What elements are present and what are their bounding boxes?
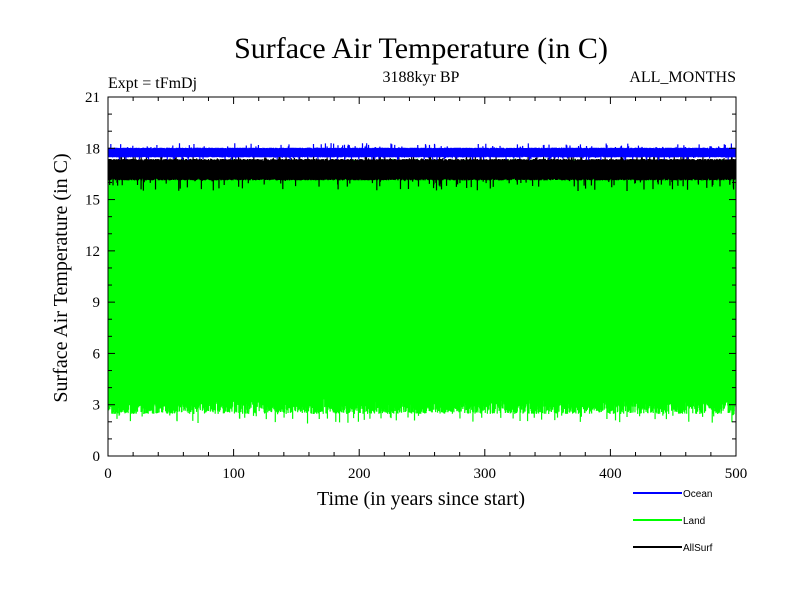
axes: 0 100 200 300 400 500 0 3 6 9 12 15 18 21	[85, 90, 747, 482]
chart-title: Surface Air Temperature (in C)	[234, 32, 608, 65]
months-label: ALL_MONTHS	[629, 69, 736, 86]
y-tick-label-0: 0	[93, 449, 101, 465]
x-tick-label-200: 200	[348, 466, 371, 482]
legend-label-land: Land	[683, 516, 705, 527]
experiment-label: Expt = tFmDj	[108, 75, 197, 92]
y-tick-label-18: 18	[85, 141, 100, 157]
series-line-ocean	[108, 143, 736, 161]
x-tick-label-500: 500	[725, 466, 748, 482]
x-tick-label-100: 100	[222, 466, 245, 482]
x-tick-label-0: 0	[104, 466, 112, 482]
y-axis-label: Surface Air Temperature (in C)	[50, 153, 72, 402]
legend: Ocean Land AllSurf	[633, 489, 713, 554]
series-line-land	[108, 158, 736, 424]
x-tick-label-300: 300	[474, 466, 497, 482]
y-tick-label-21: 21	[85, 90, 100, 106]
series-line-allsurf	[108, 153, 736, 192]
legend-label-allsurf: AllSurf	[683, 543, 713, 554]
y-tick-label-9: 9	[93, 295, 101, 311]
y-tick-label-12: 12	[85, 244, 100, 260]
y-tick-label-6: 6	[93, 346, 101, 362]
period-label: 3188kyr BP	[383, 69, 460, 86]
x-tick-label-400: 400	[599, 466, 622, 482]
legend-label-ocean: Ocean	[683, 489, 712, 500]
plot-frame	[107, 96, 737, 457]
y-tick-label-3: 3	[93, 398, 101, 414]
y-tick-label-15: 15	[85, 193, 100, 209]
plot-series	[108, 143, 736, 424]
x-axis-label: Time (in years since start)	[317, 488, 525, 510]
